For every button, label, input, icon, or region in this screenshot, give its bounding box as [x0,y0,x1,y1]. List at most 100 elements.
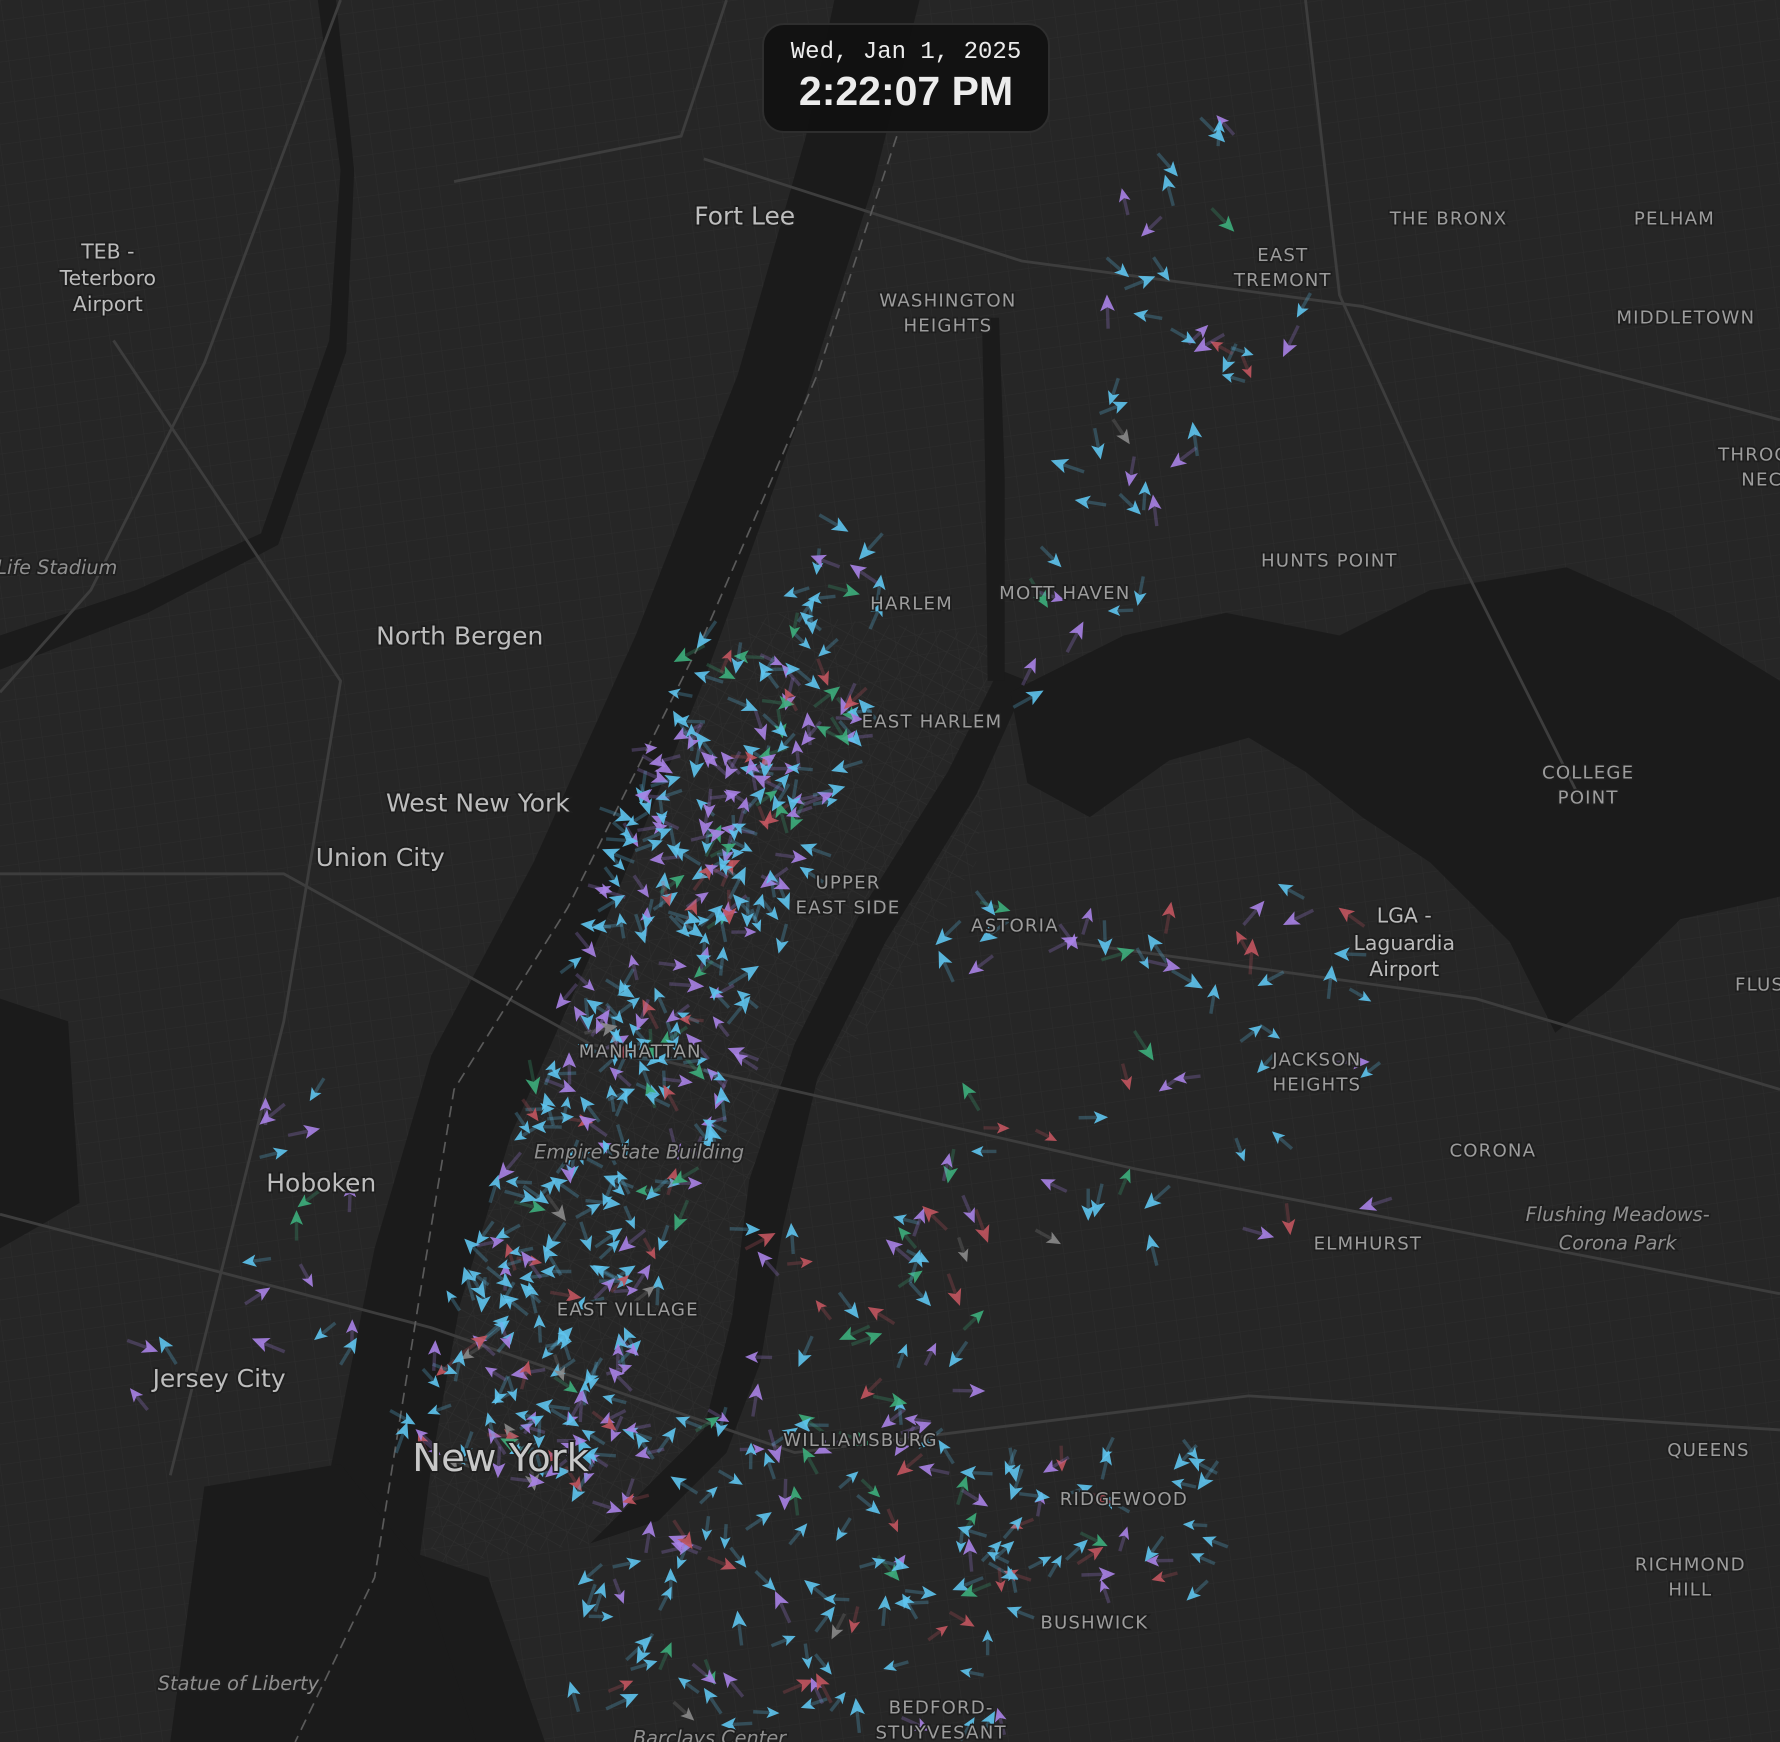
vehicle-arrow [610,1415,624,1442]
label-statue: Statue of Liberty [158,1672,320,1695]
vehicle-arrow [752,775,785,793]
vehicle-arrow [745,1512,772,1531]
vehicle-arrow [1277,883,1305,900]
vehicle-arrow [673,644,706,662]
vehicle-arrow [725,750,742,780]
vehicle-arrow [609,1067,632,1088]
vehicle-arrow [259,1102,286,1125]
vehicle-arrow [799,866,825,884]
vehicle-arrow [607,1088,636,1102]
vehicle-arrow [995,1567,1006,1593]
vehicle-arrow [940,1152,953,1182]
vehicle-arrow [1081,1567,1116,1582]
vehicle-arrow [464,1238,489,1263]
label-harlem: HARLEM [870,593,953,614]
clock-date: Wed, Jan 1, 2025 [790,39,1022,66]
vehicle-arrow [589,1265,615,1280]
vehicle-arrow [623,1205,635,1230]
vehicle-arrow [717,1469,743,1485]
vehicle-arrow [723,1672,745,1698]
vehicle-arrow [782,1679,814,1695]
vehicle-arrow [699,1486,718,1505]
vehicle-arrow [610,1034,626,1060]
vehicle-arrow [787,1257,813,1269]
label-barclays: Barclays Center [633,1726,787,1742]
vehicle-arrow [591,1410,617,1431]
newark-bay [0,998,80,1249]
vehicle-arrow [641,754,673,774]
vehicle-arrow [727,696,758,712]
vehicle-arrow [1170,327,1197,344]
label-lga-2: Laguardia [1353,931,1455,955]
vehicle-arrow [664,1568,678,1599]
vehicle-arrow [753,709,768,741]
vehicle-arrow [662,1074,693,1088]
label-the-bronx: THE BRONX [1389,209,1508,230]
vehicle-arrow [575,972,595,991]
vehicle-arrow [666,1003,691,1023]
vehicle-arrow [1006,1606,1035,1620]
vehicle-arrow [1021,657,1036,686]
long-island-sound [1010,567,1780,1033]
vehicle-arrow [800,843,832,858]
vehicle-arrow [815,1300,833,1321]
vehicle-arrow [872,574,886,606]
vehicle-arrow [543,1060,556,1086]
vehicle-arrow [451,1349,466,1382]
vehicle-arrow [244,1287,271,1306]
vehicle-arrow [715,1086,731,1123]
vehicle-arrow [689,742,705,779]
vehicle-arrow [522,1184,549,1204]
place-labels: Fort Lee TEB - Teterboro Airport Life St… [0,200,1780,1742]
vehicle-arrow [636,767,669,783]
vehicle-arrow [668,688,693,699]
vehicle-arrow [1090,1183,1106,1218]
vehicle-arrow [504,1188,538,1203]
vehicle-arrow [534,1451,546,1478]
vehicle-arrow [812,783,846,798]
vehicle-arrow [777,732,796,753]
vehicle-arrow [745,1351,773,1363]
vehicle-arrow [678,1677,700,1694]
vehicle-arrow [730,838,753,852]
vehicle-arrow [896,1343,908,1369]
vehicle-arrow [614,1089,628,1117]
vehicle-arrow [1108,377,1120,406]
vehicle-arrow [670,1476,699,1495]
vehicle-arrow [1210,207,1235,232]
vehicle-arrow [685,723,698,752]
label-lga: LGA - [1377,904,1432,928]
vehicle-arrow [653,1052,684,1066]
vehicle-arrow [1221,372,1246,383]
vehicle-arrow [691,1662,717,1685]
vehicle-arrow [259,1147,288,1160]
vehicle-arrow [728,814,740,841]
vehicle-arrow [727,965,759,987]
vehicle-arrow [694,1416,720,1433]
vehicle-arrow [552,1353,565,1382]
vehicle-arrow [624,1422,652,1434]
vehicle-arrow [645,1094,671,1108]
vehicle-arrow [630,1659,658,1671]
vehicle-arrow [813,686,841,709]
vehicle-arrow [1028,577,1048,608]
vehicle-arrow [446,1290,462,1312]
vehicle-arrow [785,805,813,818]
vehicle-arrow [1296,292,1312,318]
vehicle-arrow [1360,1061,1382,1078]
vehicle-arrow [608,1367,633,1392]
vehicle-arrow [904,1414,932,1426]
vehicle-arrow [634,913,647,944]
vehicle-arrow [540,1264,572,1279]
vehicle-arrow [1161,901,1176,934]
vehicle-arrow [731,926,757,938]
label-flushing: FLUS [1735,975,1780,996]
vehicle-arrow [835,712,864,725]
label-jackson-heights: JACKSON [1271,1050,1361,1071]
vehicle-arrow [574,931,597,958]
vehicle-arrow [568,1139,580,1163]
vehicle-arrow [729,1222,761,1236]
vehicle-arrow [559,957,582,975]
label-throgs-neck-2: NEC [1741,470,1780,491]
